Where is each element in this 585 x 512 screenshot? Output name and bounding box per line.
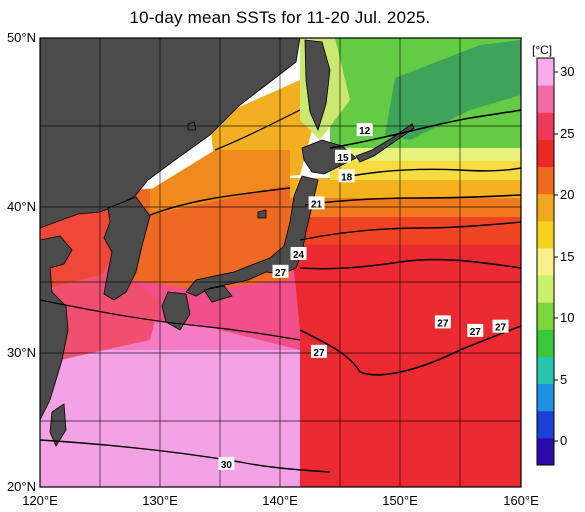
taiwan xyxy=(49,403,67,447)
isotherm-label-text: 12 xyxy=(359,126,371,137)
colorbar-segment xyxy=(537,275,554,303)
isotherm-label: 15 xyxy=(335,149,352,164)
lon-label-120: 120°E xyxy=(22,493,58,508)
sst-band-26 xyxy=(290,215,521,245)
isotherm-label-text: 27 xyxy=(313,348,325,359)
isotherm-label-text: 18 xyxy=(341,172,353,183)
isotherm-label-box xyxy=(272,264,289,278)
colorbar-segment xyxy=(537,220,554,249)
sado-island xyxy=(257,209,267,219)
lat-label-30: 30°N xyxy=(6,345,36,360)
colorbar-segment xyxy=(537,247,554,276)
isotherm-label: 27 xyxy=(272,264,289,279)
isotherm-label: 27 xyxy=(467,323,484,338)
colorbar-tick-25: 25 xyxy=(560,126,575,141)
isotherm-label-box xyxy=(467,323,484,337)
sakhalin xyxy=(304,39,331,132)
sst-band-21 xyxy=(290,178,521,198)
isotherm-18 xyxy=(339,167,521,179)
isotherm-label-text: 27 xyxy=(275,268,287,279)
colorbar-tick-0: 0 xyxy=(560,433,568,448)
colorbar-segment xyxy=(537,58,554,86)
isotherm-label-box xyxy=(492,319,509,333)
isotherm-label: 27 xyxy=(434,315,451,329)
lat-label-40: 40°N xyxy=(6,199,36,214)
isotherm-label: 18 xyxy=(338,169,355,183)
isotherm-label-box xyxy=(356,123,373,137)
colorbar-segment xyxy=(537,410,554,439)
isotherm-label-text: 30 xyxy=(221,460,233,471)
isotherm-label: 27 xyxy=(492,319,509,334)
isotherm-label-box xyxy=(290,246,307,260)
isotherm-label-box xyxy=(338,169,355,183)
isotherm-label-box xyxy=(434,315,451,329)
isotherm-label-box xyxy=(308,196,325,210)
shikoku xyxy=(203,285,233,303)
colorbar-unit: [°C] xyxy=(532,43,553,57)
isotherm-label-text: 15 xyxy=(337,153,349,164)
colorbar-tick-15: 15 xyxy=(560,249,575,264)
colorbar-segment xyxy=(537,329,554,357)
map-frame xyxy=(39,37,522,488)
isotherm-label-text: 27 xyxy=(495,323,507,334)
map-title: 10-day mean SSTs for 11-20 Jul. 2025. xyxy=(129,8,431,27)
isotherm-27-south xyxy=(299,325,521,376)
sst-band-27 xyxy=(290,230,521,487)
isotherm-label-text: 24 xyxy=(293,250,305,261)
colorbar-segment xyxy=(537,139,554,168)
isotherm-24 xyxy=(299,221,521,241)
isotherm-jsea-18 xyxy=(214,109,301,151)
isotherm-label: 21 xyxy=(308,196,325,210)
isotherm-jsea-21 xyxy=(149,187,291,216)
isotherm-label-box xyxy=(310,344,327,358)
lat-label-20: 20°N xyxy=(6,479,36,494)
colorbar-tick-20: 20 xyxy=(560,187,575,202)
colorbar-segment xyxy=(537,193,554,222)
isotherm-label-text: 21 xyxy=(311,199,323,210)
colorbar-segment xyxy=(537,356,554,385)
isotherm-label-box xyxy=(218,456,235,470)
lat-label-50: 50°N xyxy=(6,30,36,45)
colorbar-segment xyxy=(537,302,554,330)
lon-label-160: 160°E xyxy=(503,493,539,508)
isotherm-label: 24 xyxy=(290,246,307,261)
colorbar-tick-30: 30 xyxy=(560,64,575,79)
isotherm-label-box xyxy=(335,149,352,163)
colorbar-frame xyxy=(536,57,555,466)
colorbar-segment xyxy=(537,112,554,140)
isotherm-label-text: 27 xyxy=(437,318,449,329)
isotherm-label: 12 xyxy=(356,123,373,137)
isotherm-labels: 12 15 18 21 24 27 27 27 27 27 30 xyxy=(218,123,509,471)
colorbar-tick-10: 10 xyxy=(560,310,575,325)
kyushu xyxy=(161,291,191,331)
colorbar-segment xyxy=(537,437,554,466)
isotherm-label: 30 xyxy=(218,456,235,471)
colorbar-segment xyxy=(537,383,554,412)
sst-band-9 xyxy=(385,40,521,140)
colorbar-tick-5: 5 xyxy=(560,372,568,387)
korea xyxy=(103,196,151,301)
isotherm-label-text: 27 xyxy=(470,327,482,338)
colorbar-segment xyxy=(537,85,554,113)
colorbar-segment xyxy=(537,166,554,195)
isotherm-28-west xyxy=(40,299,301,341)
lon-label-130: 130°E xyxy=(142,493,178,508)
asian-mainland xyxy=(40,38,301,229)
isotherm-21 xyxy=(304,194,521,206)
lon-label-150: 150°E xyxy=(382,493,418,508)
lon-label-140: 140°E xyxy=(262,493,298,508)
colorbar xyxy=(536,57,558,466)
isotherm-label: 27 xyxy=(310,344,327,359)
